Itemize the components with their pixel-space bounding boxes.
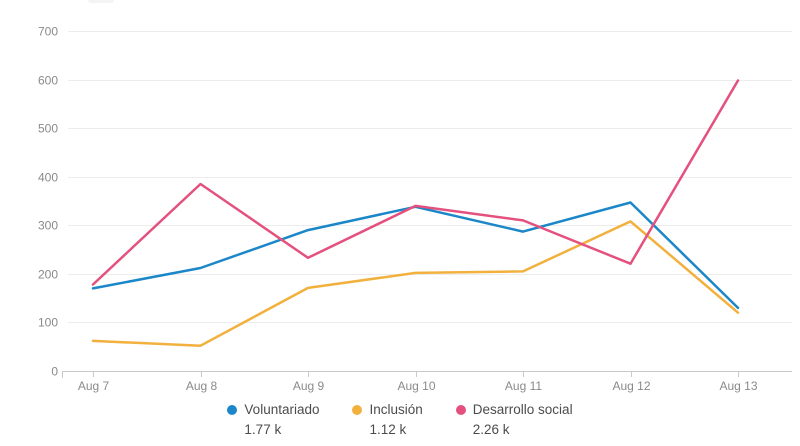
x-axis-tick-label: Aug 10: [397, 379, 435, 393]
series-line-desarrollo-social[interactable]: [91, 79, 740, 286]
y-axis-tick-label: 300: [38, 219, 58, 233]
legend-dot-voluntariado-icon: [227, 405, 238, 415]
legend-total: 2.26 k: [472, 422, 510, 437]
x-axis-tick-label: Aug 8: [186, 379, 218, 393]
legend-item-desarrollo-social[interactable]: Desarrollo social 2.26 k: [455, 401, 573, 439]
x-axis-tick-label: Aug 11: [505, 379, 542, 393]
x-axis-tick-label: Aug 12: [612, 379, 650, 393]
series-line-voluntariado[interactable]: [91, 201, 740, 310]
legend-item-inclusion[interactable]: Inclusión 1.12 k: [352, 401, 423, 439]
legend-label: Desarrollo social: [472, 402, 573, 417]
y-axis-tick-label: 100: [38, 316, 58, 330]
legend-label: Inclusión: [369, 402, 423, 417]
y-axis-tick-label: 500: [38, 122, 58, 136]
y-axis-tick-label: 600: [38, 74, 58, 88]
legend-dot-desarrollo-social-icon: [455, 405, 466, 415]
y-axis-tick-label: 700: [38, 25, 58, 39]
y-axis-tick-label: 0: [51, 365, 58, 379]
series-line-inclusión[interactable]: [91, 220, 740, 347]
x-axis-tick-label: Aug 13: [719, 379, 757, 393]
chart-legend: Voluntariado 1.77 k Inclusión 1.12 k Des…: [0, 401, 800, 439]
legend-label: Voluntariado: [244, 402, 320, 417]
y-axis-tick-label: 400: [38, 171, 58, 185]
legend-dot-inclusion-icon: [352, 405, 363, 415]
legend-total: 1.77 k: [244, 422, 282, 437]
legend-item-voluntariado[interactable]: Voluntariado 1.77 k: [227, 401, 319, 439]
cropped-ui-artifact: [88, 0, 114, 3]
legend-total: 1.12 k: [369, 422, 407, 437]
x-axis-tick-label: Aug 7: [78, 379, 110, 393]
y-axis-tick-label: 200: [38, 268, 58, 282]
x-axis-tick-label: Aug 9: [293, 379, 325, 393]
